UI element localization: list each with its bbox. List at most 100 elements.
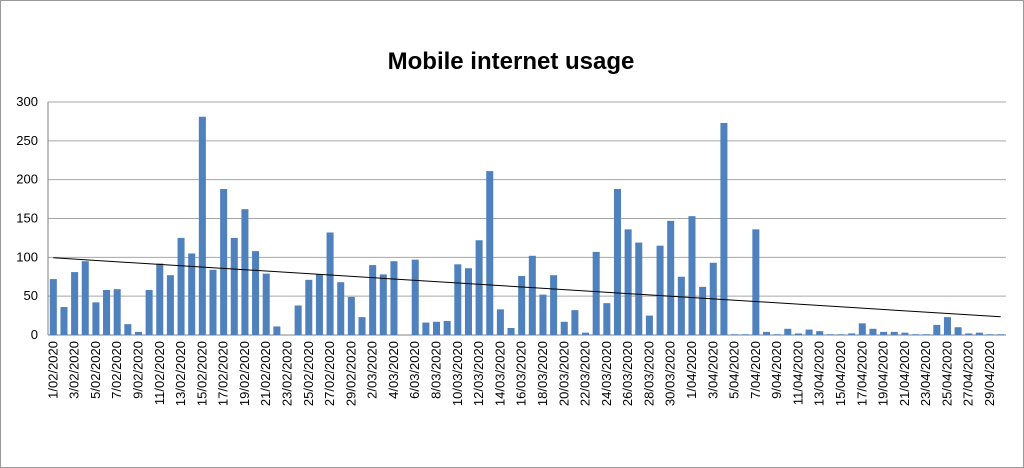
bar: [613, 188, 621, 335]
bar: [198, 116, 206, 335]
bar: [858, 323, 866, 335]
bar: [848, 333, 856, 335]
bar: [667, 220, 675, 335]
bar: [273, 326, 281, 335]
bar: [752, 229, 760, 335]
bar: [390, 261, 398, 335]
bar: [241, 209, 249, 335]
bar: [230, 237, 238, 335]
chart-title: Mobile internet usage: [387, 48, 635, 75]
x-tick-label: 30/03/2020: [663, 341, 678, 406]
x-tick-label: 1/02/2020: [45, 341, 60, 399]
bar: [518, 275, 526, 335]
bar: [188, 253, 196, 335]
x-tick-label: 24/03/2020: [599, 341, 614, 406]
bar: [496, 309, 504, 335]
bar: [252, 251, 260, 335]
x-tick-label: 4/03/2020: [386, 341, 401, 399]
bar: [177, 237, 185, 335]
bar: [507, 328, 515, 335]
bar: [113, 289, 121, 335]
bar: [81, 261, 89, 335]
bar: [635, 242, 643, 335]
bar: [826, 334, 834, 335]
bar: [486, 171, 494, 335]
x-tick-label: 11/04/2020: [790, 341, 805, 405]
x-tick-label: 29/04/2020: [982, 341, 997, 406]
x-tick-label: 27/02/2020: [322, 341, 337, 406]
bar: [943, 317, 951, 335]
bar: [933, 324, 941, 335]
x-tick-label: 16/03/2020: [514, 341, 529, 406]
bar: [975, 332, 983, 335]
bar: [901, 332, 909, 335]
y-tick-label: 200: [16, 172, 38, 187]
bar: [773, 334, 781, 335]
bar: [422, 322, 430, 335]
x-tick-label: 3/02/2020: [67, 341, 82, 399]
x-tick-label: 21/02/2020: [258, 341, 273, 406]
bar: [560, 321, 568, 335]
bar: [986, 334, 994, 335]
x-tick-label: 7/04/2020: [748, 341, 763, 399]
x-tick-label: 5/02/2020: [88, 341, 103, 399]
bar: [869, 328, 877, 335]
x-tick-label: 23/04/2020: [918, 341, 933, 406]
bar: [262, 273, 270, 335]
bar: [337, 282, 345, 335]
x-tick-label: 26/03/2020: [620, 341, 635, 406]
bar: [912, 334, 920, 335]
x-tick-label: 19/02/2020: [237, 341, 252, 406]
bar: [209, 269, 217, 335]
bar: [539, 294, 547, 335]
bar: [49, 279, 57, 335]
bar: [699, 286, 707, 335]
x-tick-label: 9/02/2020: [130, 341, 145, 399]
bar: [582, 332, 590, 335]
bar: [571, 310, 579, 335]
bar: [794, 333, 802, 335]
bar: [762, 331, 771, 335]
bar: [464, 268, 472, 335]
x-tick-label: 5/04/2020: [727, 341, 742, 399]
bar: [145, 289, 153, 335]
bar: [134, 331, 142, 335]
x-tick-label: 15/02/2020: [194, 341, 209, 406]
x-tick-label: 22/03/2020: [578, 341, 593, 406]
bar: [315, 274, 323, 335]
bar: [220, 188, 228, 335]
bar: [71, 272, 79, 335]
x-tick-label: 17/02/2020: [216, 341, 231, 406]
x-tick-label: 18/03/2020: [535, 341, 550, 406]
bar: [103, 289, 111, 335]
bar: [326, 232, 334, 335]
bar: [741, 334, 749, 335]
x-tick-label: 11/02/2020: [152, 341, 167, 405]
x-tick-label: 6/03/2020: [407, 341, 422, 399]
x-tick-label: 25/02/2020: [301, 341, 316, 406]
bar: [156, 263, 164, 335]
bar: [454, 264, 462, 335]
x-tick-label: 13/04/2020: [812, 341, 827, 406]
x-tick-label: 25/04/2020: [939, 341, 954, 406]
x-tick-label: 12/03/2020: [471, 341, 486, 406]
bar: [443, 321, 451, 335]
y-tick-label: 300: [16, 94, 38, 109]
x-tick-label: 19/04/2020: [876, 341, 891, 406]
y-tick-label: 100: [16, 249, 38, 264]
x-tick-label: 28/03/2020: [641, 341, 656, 406]
bar: [624, 229, 632, 335]
x-tick-label: 29/02/2020: [343, 341, 358, 406]
x-tick-label: 13/02/2020: [173, 341, 188, 406]
x-tick-label: 17/04/2020: [854, 341, 869, 406]
trendline: [53, 257, 1001, 318]
bar: [592, 251, 600, 335]
x-tick-label: 15/04/2020: [833, 341, 848, 406]
bar: [411, 259, 419, 335]
x-tick-label: 1/04/2020: [684, 341, 699, 399]
bar: [475, 240, 483, 335]
y-tick-label: 0: [31, 327, 38, 342]
x-tick-label: 21/04/2020: [897, 341, 912, 406]
